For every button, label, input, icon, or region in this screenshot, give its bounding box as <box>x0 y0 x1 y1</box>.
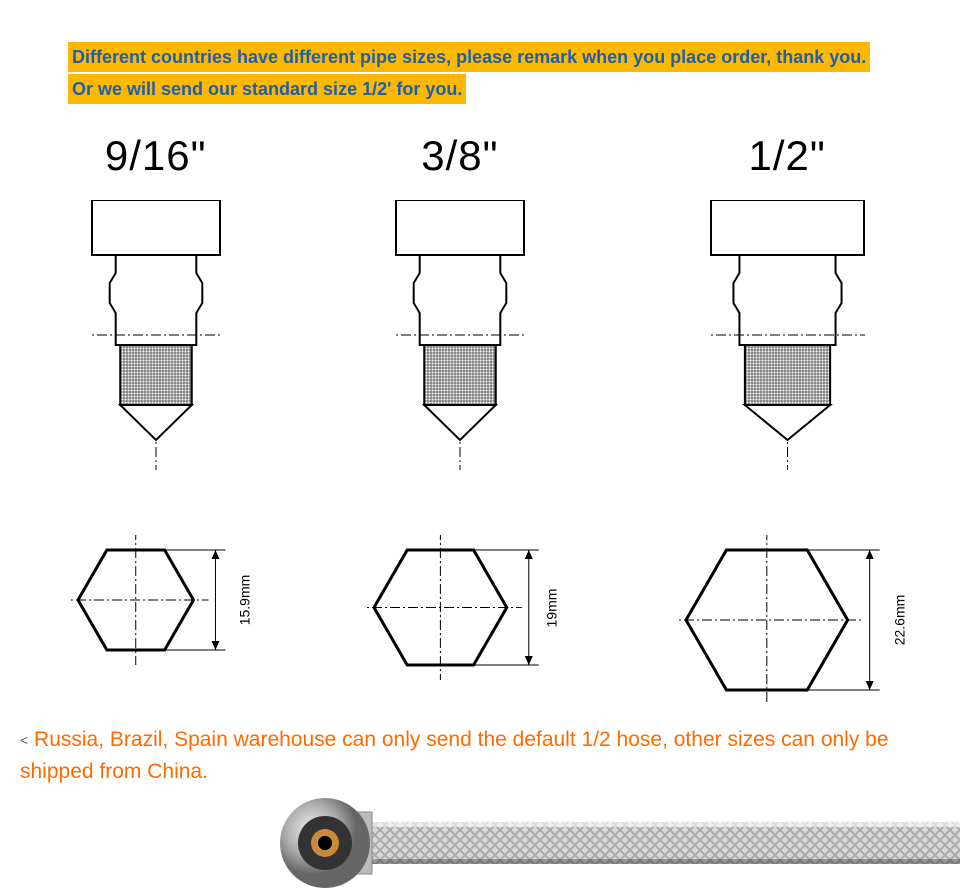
size-column: 9/16" 15.9mm <box>68 132 243 710</box>
warehouse-note-text: Russia, Brazil, Spain warehouse can only… <box>20 728 889 783</box>
size-label: 9/16" <box>105 132 207 180</box>
dimension-label: 15.9mm <box>237 575 253 626</box>
dimension-label: 19mm <box>544 588 560 627</box>
hexagon-diagram: 22.6mm <box>676 535 898 710</box>
size-diagrams-row: 9/16" 15.9mm 3/8" 19mm 1/2" 22.6mm <box>68 132 898 710</box>
size-label: 3/8" <box>421 132 498 180</box>
notice-box: Different countries have different pipe … <box>68 42 870 106</box>
dimension-label: 22.6mm <box>891 595 907 646</box>
hose-image <box>280 790 960 890</box>
size-column: 1/2" 22.6mm <box>676 132 898 710</box>
notice-line-2: Or we will send our standard size 1/2' f… <box>68 74 466 104</box>
connector-diagram <box>710 200 865 535</box>
size-column: 3/8" 19mm <box>364 132 557 710</box>
notice-line-1: Different countries have different pipe … <box>68 42 870 72</box>
connector-diagram <box>395 200 525 535</box>
warehouse-note: < Russia, Brazil, Spain warehouse can on… <box>20 724 940 788</box>
hexagon-diagram: 15.9mm <box>68 535 243 670</box>
size-label: 1/2" <box>749 132 826 180</box>
hexagon-diagram: 19mm <box>364 535 557 685</box>
connector-diagram <box>91 200 221 535</box>
caret-icon: < <box>20 732 28 748</box>
